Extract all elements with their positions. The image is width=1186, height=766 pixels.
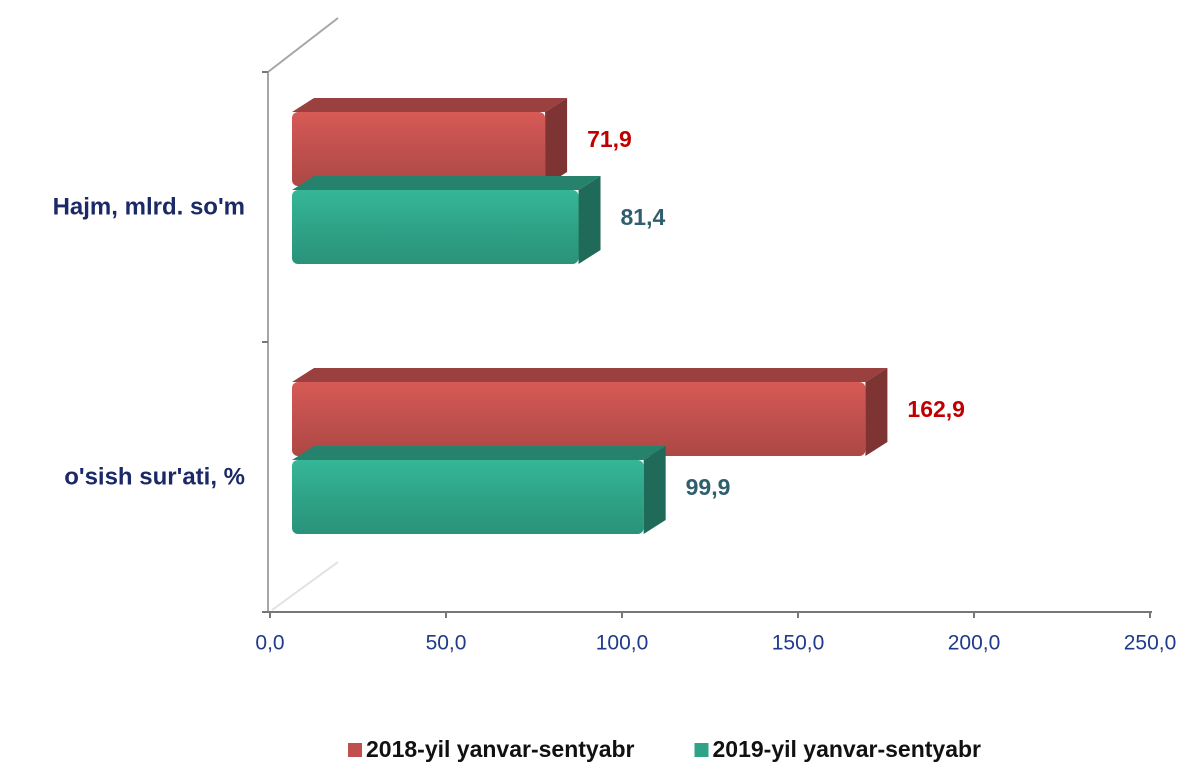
legend-label: 2018-yil yanvar-sentyabr [366, 736, 635, 762]
value-label: 99,9 [686, 474, 731, 500]
bar-side [578, 176, 601, 264]
category-label: Hajm, mlrd. so'm [53, 193, 245, 220]
bar-top [292, 446, 666, 460]
bar [292, 190, 579, 264]
legend-swatch [694, 743, 709, 757]
x-tick-label: 0,0 [255, 632, 284, 655]
bar [292, 112, 546, 186]
x-tick-label: 150,0 [772, 632, 825, 655]
bar-top [292, 98, 568, 112]
legend-swatch [348, 743, 362, 757]
x-tick-label: 100,0 [596, 632, 649, 655]
bar-top [292, 176, 601, 190]
bar [292, 382, 866, 456]
floor-line [271, 561, 339, 611]
x-tick-label: 200,0 [948, 632, 1001, 655]
bar-side [865, 368, 888, 456]
bar-side [643, 446, 666, 534]
wall-top [267, 17, 339, 73]
bar-side [545, 98, 568, 186]
category-label: o'sish sur'ati, % [64, 463, 245, 490]
value-label: 71,9 [587, 126, 632, 152]
bar-top [292, 368, 888, 382]
value-label: 162,9 [907, 396, 965, 422]
value-label: 81,4 [621, 204, 666, 230]
x-tick-label: 250,0 [1124, 632, 1177, 655]
bar [292, 460, 644, 534]
axis-frame [262, 17, 1152, 613]
x-tick-label: 50,0 [426, 632, 467, 655]
legend-label: 2019-yil yanvar-sentyabr [713, 736, 982, 762]
